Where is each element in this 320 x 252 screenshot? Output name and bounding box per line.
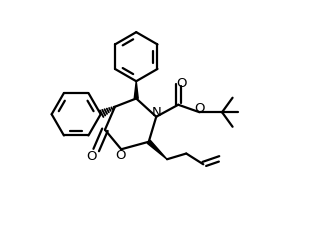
Text: O: O bbox=[194, 102, 205, 115]
Text: O: O bbox=[86, 149, 97, 162]
Text: O: O bbox=[115, 149, 126, 162]
Polygon shape bbox=[147, 141, 167, 160]
Text: O: O bbox=[176, 76, 187, 89]
Polygon shape bbox=[134, 82, 138, 99]
Text: N: N bbox=[152, 105, 162, 118]
